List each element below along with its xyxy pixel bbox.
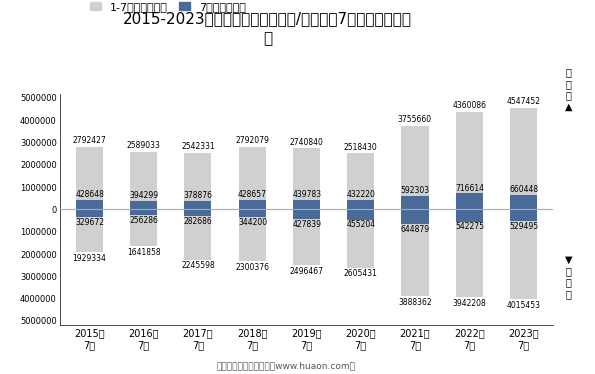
Text: 432220: 432220 xyxy=(346,190,375,199)
Text: 427839: 427839 xyxy=(292,220,321,229)
Text: 2740840: 2740840 xyxy=(290,138,323,147)
Text: 344200: 344200 xyxy=(238,218,267,227)
Bar xyxy=(184,201,211,209)
Bar xyxy=(347,209,374,220)
Bar xyxy=(402,209,428,224)
Text: 3942208: 3942208 xyxy=(452,299,486,308)
Bar xyxy=(402,126,428,209)
Bar xyxy=(347,209,374,267)
Bar xyxy=(293,200,320,209)
Bar xyxy=(130,209,157,246)
Bar xyxy=(293,209,320,219)
Bar xyxy=(456,209,483,221)
Text: 2792079: 2792079 xyxy=(235,137,269,145)
Text: 1641858: 1641858 xyxy=(127,248,161,257)
Bar xyxy=(456,193,483,209)
Text: 660448: 660448 xyxy=(509,185,538,194)
Text: 394299: 394299 xyxy=(130,191,159,200)
Bar xyxy=(184,209,211,216)
Text: 2589033: 2589033 xyxy=(127,141,161,150)
Bar xyxy=(347,153,374,209)
Text: 329672: 329672 xyxy=(75,218,104,227)
Text: 529495: 529495 xyxy=(509,222,538,231)
Text: 2496467: 2496467 xyxy=(289,267,324,276)
Text: ▼
进
口
额: ▼ 进 口 额 xyxy=(565,254,572,299)
Bar xyxy=(76,200,103,209)
Text: 2300376: 2300376 xyxy=(235,263,269,272)
Bar xyxy=(239,147,266,209)
Text: 378876: 378876 xyxy=(184,191,213,200)
Bar xyxy=(347,200,374,209)
Bar xyxy=(130,200,157,209)
Text: 2245598: 2245598 xyxy=(181,261,215,270)
Bar xyxy=(239,209,266,217)
Legend: 1-7月（万美元）, 7月（万美元）: 1-7月（万美元）, 7月（万美元） xyxy=(90,1,246,12)
Text: 4015453: 4015453 xyxy=(506,301,540,310)
Bar xyxy=(510,209,537,221)
Text: 439783: 439783 xyxy=(292,190,321,199)
Text: 3755660: 3755660 xyxy=(398,115,432,124)
Text: 716614: 716614 xyxy=(455,184,484,193)
Bar xyxy=(456,112,483,209)
Bar xyxy=(293,148,320,209)
Text: 2518430: 2518430 xyxy=(344,142,378,151)
Text: 2792427: 2792427 xyxy=(73,137,107,145)
Text: 2542331: 2542331 xyxy=(181,142,215,151)
Bar xyxy=(293,209,320,265)
Text: 制图：华经产业研究院（www.huaon.com）: 制图：华经产业研究院（www.huaon.com） xyxy=(216,361,355,370)
Text: 4360086: 4360086 xyxy=(452,101,486,110)
Bar xyxy=(76,209,103,217)
Text: 644879: 644879 xyxy=(401,225,430,234)
Bar xyxy=(184,209,211,260)
Bar xyxy=(184,153,211,209)
Bar xyxy=(130,152,157,209)
Bar xyxy=(239,200,266,209)
Text: 455204: 455204 xyxy=(346,221,375,230)
Text: 428657: 428657 xyxy=(238,190,267,199)
Text: 542275: 542275 xyxy=(455,223,484,232)
Text: 4547452: 4547452 xyxy=(506,97,540,106)
Bar xyxy=(456,209,483,297)
Bar xyxy=(130,209,157,215)
Bar xyxy=(510,195,537,209)
Bar xyxy=(510,108,537,209)
Bar xyxy=(76,147,103,209)
Text: 2015-2023年河北省（境内目的地/货源地）7月进、出口额统
计: 2015-2023年河北省（境内目的地/货源地）7月进、出口额统 计 xyxy=(123,11,412,46)
Text: 3888362: 3888362 xyxy=(398,298,432,307)
Bar xyxy=(239,209,266,261)
Text: 2605431: 2605431 xyxy=(344,269,378,278)
Bar xyxy=(402,209,428,296)
Bar xyxy=(76,209,103,252)
Text: 282686: 282686 xyxy=(184,217,212,226)
Text: 428648: 428648 xyxy=(75,190,104,199)
Text: 256286: 256286 xyxy=(130,216,158,225)
Bar xyxy=(402,196,428,209)
Text: 1929334: 1929334 xyxy=(73,254,107,263)
Text: 出
口
额
▲: 出 口 额 ▲ xyxy=(565,67,572,112)
Bar xyxy=(510,209,537,299)
Text: 592303: 592303 xyxy=(401,186,430,195)
